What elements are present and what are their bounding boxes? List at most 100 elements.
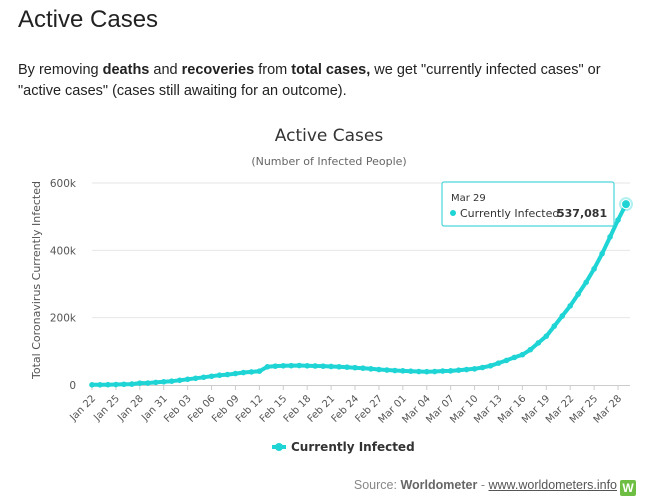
source-credit: Source: Worldometer - www.worldometers.i… [354,478,636,496]
series-currently-infected[interactable] [89,197,633,388]
data-point[interactable] [463,366,470,373]
intro-paragraph: By removing deaths and recoveries from t… [18,60,640,102]
data-point[interactable] [615,217,621,223]
chart-subtitle: (Number of Infected People) [251,155,406,168]
y-tick-label: 400k [50,245,77,257]
data-point[interactable] [567,303,574,309]
intro-bold-total-cases: total cases, [291,62,371,78]
data-point[interactable] [607,234,613,240]
data-point[interactable] [137,380,143,386]
data-point[interactable] [216,372,223,379]
data-point[interactable] [176,377,183,384]
data-point[interactable] [89,382,95,388]
data-point[interactable] [447,368,454,374]
data-point[interactable] [423,368,430,375]
data-point[interactable] [272,363,279,369]
data-point[interactable] [535,340,542,346]
tooltip-series-label: Currently Infected: [460,207,563,220]
active-cases-chart[interactable]: Active Cases (Number of Infected People)… [0,115,650,475]
data-point[interactable] [312,363,318,369]
data-point[interactable] [599,250,605,257]
data-point[interactable] [320,363,326,369]
data-point[interactable] [105,381,111,388]
data-point[interactable] [503,357,510,364]
data-point[interactable] [248,369,255,375]
intro-text-3: from [254,62,292,78]
data-point[interactable] [360,365,366,371]
data-point[interactable] [256,368,263,374]
data-point[interactable] [232,370,239,377]
tooltip-box [441,181,615,227]
source-link[interactable]: www.worldometers.info [488,478,617,492]
data-point[interactable] [344,364,350,370]
data-point[interactable] [336,364,342,370]
data-point[interactable] [264,364,271,370]
source-name: Worldometer [400,478,478,492]
data-point[interactable] [551,323,558,329]
data-point[interactable] [352,364,358,371]
intro-text-1: By removing [18,62,103,78]
page-title: Active Cases [18,6,159,33]
data-point[interactable] [439,368,446,374]
data-point[interactable] [527,346,534,353]
data-point[interactable] [591,266,597,272]
data-point[interactable] [408,368,414,374]
y-axis-title: Total Coronavirus Currently Infected [30,181,43,380]
data-point[interactable] [304,363,310,369]
data-point[interactable] [519,351,526,358]
data-point[interactable] [495,360,502,366]
source-prefix: Source: [353,478,397,492]
data-point[interactable] [376,366,382,373]
data-point[interactable] [152,379,159,386]
source-separator: - [480,478,485,492]
y-tick-label: 200k [50,313,77,325]
data-point[interactable] [184,376,191,383]
series-line[interactable] [90,202,628,387]
data-point[interactable] [224,371,231,378]
data-point[interactable] [487,363,494,369]
data-point[interactable] [280,363,287,369]
data-point[interactable] [113,381,119,388]
data-point[interactable] [144,380,151,386]
data-point[interactable] [328,363,334,370]
legend-series-marker [275,443,283,451]
tooltip-value: 537,081 [557,207,607,220]
tooltip-date: Mar 29 [451,193,486,204]
data-point[interactable] [400,368,406,374]
data-point[interactable] [511,354,518,361]
data-point[interactable] [384,367,390,373]
data-point[interactable] [200,374,207,381]
data-point[interactable] [583,279,589,286]
worldometer-logo-icon: W [620,480,636,496]
data-point[interactable] [479,364,486,371]
x-tick-label: Jan 25 [91,393,122,424]
data-point[interactable] [192,375,199,382]
data-point[interactable] [415,368,422,375]
data-point[interactable] [168,378,175,384]
data-point[interactable] [392,367,398,374]
data-point[interactable] [288,362,295,369]
tooltip-marker [450,210,456,216]
y-tick-label: 600k [50,178,77,190]
intro-bold-recoveries: recoveries [181,62,255,78]
hover-point[interactable] [621,199,631,210]
legend-series-label[interactable]: Currently Infected [291,440,415,454]
data-point[interactable] [208,373,215,380]
data-point[interactable] [121,381,127,388]
y-axis-ticks: 0 200k 400k 600k [50,178,77,392]
data-point[interactable] [296,362,303,369]
data-point[interactable] [543,333,550,339]
data-point[interactable] [575,291,581,297]
chart-title: Active Cases [275,126,384,146]
data-point[interactable] [455,367,462,373]
data-point[interactable] [368,366,374,372]
data-point[interactable] [97,381,103,388]
x-tick-label: Jan 22 [67,393,98,424]
data-point[interactable] [559,313,566,319]
data-point[interactable] [240,369,247,376]
legend[interactable]: Currently Infected [272,440,415,454]
data-point[interactable] [160,379,167,385]
data-point[interactable] [129,381,135,387]
data-point[interactable] [431,368,438,375]
data-point[interactable] [471,366,478,372]
